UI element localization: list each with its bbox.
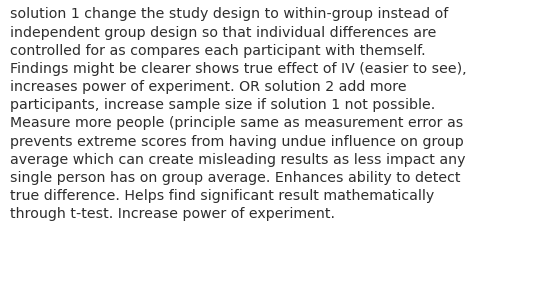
Text: solution 1 change the study design to within-group instead of
independent group : solution 1 change the study design to wi… xyxy=(10,7,466,221)
